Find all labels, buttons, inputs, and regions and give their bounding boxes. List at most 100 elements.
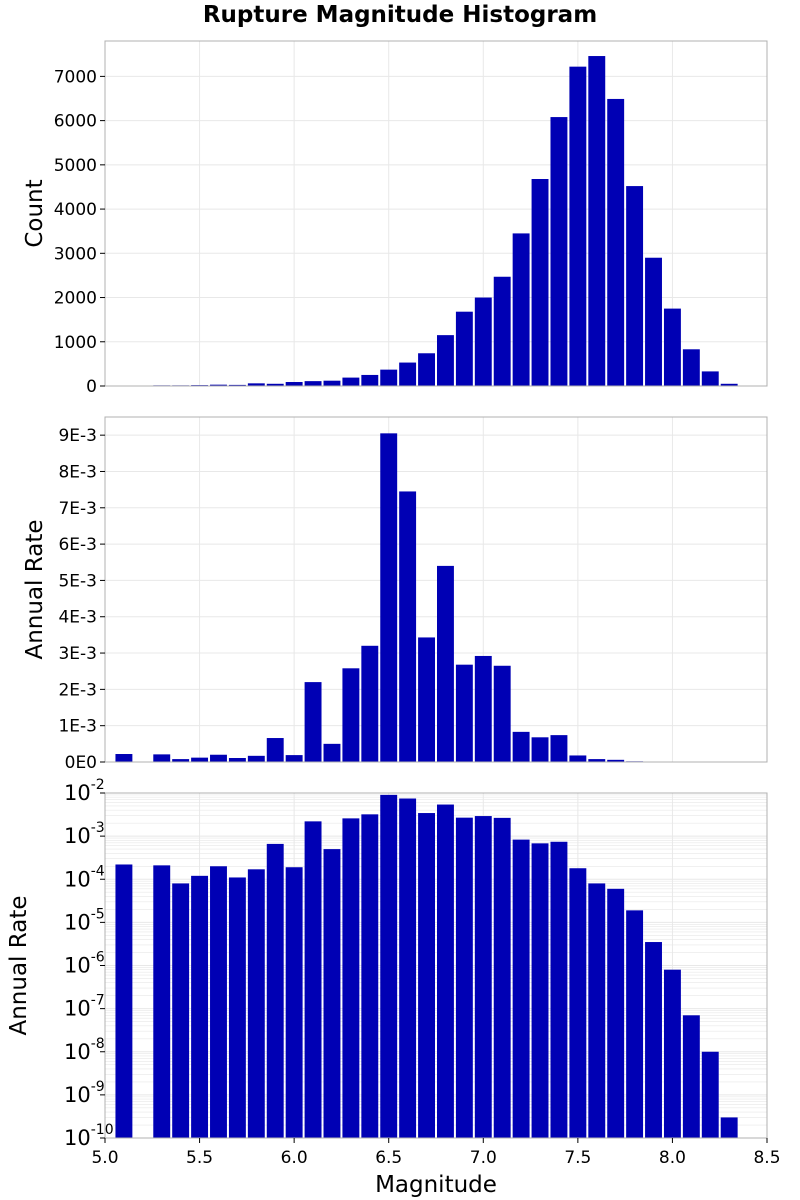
- histogram-bar: [247, 869, 265, 1138]
- histogram-bar: [550, 735, 568, 762]
- x-tick-label: 8.5: [753, 1148, 780, 1168]
- histogram-bar: [493, 665, 511, 762]
- chart-title: Rupture Magnitude Histogram: [202, 2, 598, 28]
- y-tick-label: 3000: [54, 244, 97, 264]
- y-tick-label: 5E-3: [58, 571, 97, 591]
- plot-frame: [104, 40, 768, 387]
- y-tick-labels: 10-10 10-9 10-8 10-7 10-6 10-5 10-4 10-3 10-2: [64, 777, 114, 1150]
- panel-1: 0 1000 2000 3000 4000 5000 6000 7000 Count: [22, 40, 768, 397]
- gridlines: [104, 417, 768, 763]
- histogram-bar: [228, 877, 246, 1138]
- histogram-bar: [418, 813, 435, 1138]
- histogram-bar: [304, 682, 322, 762]
- histogram-bar: [153, 865, 171, 1138]
- bars: [115, 56, 738, 387]
- y-tick-label: 0: [86, 377, 97, 397]
- histogram-bar: [512, 233, 530, 386]
- x-tick-label: 7.5: [564, 1148, 591, 1168]
- x-tick-label: 6.0: [281, 1148, 308, 1168]
- histogram-bar: [323, 743, 341, 762]
- y-tick-label: 6E-3: [58, 535, 97, 555]
- histogram-bar: [115, 864, 133, 1138]
- y-tick-label: 8E-3: [58, 462, 97, 482]
- x-tick-label: 8.0: [659, 1148, 686, 1168]
- y-tick-label: 7E-3: [58, 499, 97, 519]
- x-tick-label: 5.0: [91, 1148, 118, 1168]
- histogram-bar: [493, 276, 511, 386]
- histogram-bar: [418, 353, 435, 386]
- histogram-bar: [569, 66, 587, 387]
- y-tick-label: 10-4: [64, 863, 105, 891]
- histogram-bar: [380, 794, 398, 1138]
- x-tick-label: 5.5: [186, 1148, 213, 1168]
- histogram-bar: [285, 382, 303, 386]
- histogram-bar: [588, 56, 606, 387]
- histogram-bar: [266, 383, 284, 386]
- histogram-bar: [172, 883, 190, 1138]
- y-tick-label: 9E-3: [58, 426, 97, 446]
- histogram-bar: [569, 755, 587, 762]
- histogram-bar: [455, 664, 473, 762]
- histogram-bar: [607, 759, 625, 762]
- histogram-bar: [645, 257, 662, 386]
- histogram-bar: [361, 814, 379, 1138]
- y-tick-label: 2000: [54, 289, 97, 309]
- y-tick-label: 10-3: [64, 820, 105, 848]
- histogram-bar: [588, 759, 606, 762]
- histogram-bar: [493, 817, 511, 1138]
- y-tick-label: 0E0: [65, 753, 97, 773]
- histogram-bar: [228, 384, 246, 386]
- histogram-bar: [474, 816, 492, 1138]
- y-tick-label: 10-8: [64, 1036, 105, 1064]
- histogram-bar: [437, 335, 454, 386]
- histogram-bar: [304, 821, 322, 1138]
- histogram-bar: [437, 804, 454, 1138]
- histogram-bar: [701, 371, 719, 386]
- histogram-bar: [266, 738, 284, 762]
- histogram-bar: [342, 377, 360, 386]
- histogram-bar: [607, 888, 625, 1138]
- histogram-bar: [474, 297, 492, 386]
- y-tick-labels: 0E0 1E-3 2E-3 3E-3 4E-3 5E-3 6E-3 7E-3 8E-3 9E-3: [58, 426, 105, 773]
- y-tick-label: 7000: [54, 67, 97, 87]
- histogram-bar: [701, 1051, 719, 1138]
- histogram-bar: [210, 384, 227, 386]
- bars: [115, 433, 719, 762]
- histogram-bar: [323, 380, 341, 386]
- histogram-bar: [418, 637, 435, 762]
- y-tick-label: 10-7: [64, 993, 105, 1021]
- x-tick-label: 6.5: [375, 1148, 402, 1168]
- histogram-bar: [455, 817, 473, 1138]
- y-tick-label: 1000: [54, 333, 97, 353]
- y-tick-labels: 0 1000 2000 3000 4000 5000 6000 7000: [54, 67, 105, 397]
- y-tick-label: 1E-3: [58, 717, 97, 737]
- histogram-bar: [399, 798, 417, 1138]
- histogram-bar: [437, 565, 454, 762]
- histogram-bar: [210, 754, 227, 762]
- histogram-bar: [210, 866, 227, 1138]
- y-tick-label: 4E-3: [58, 608, 97, 628]
- histogram-bar: [191, 875, 209, 1138]
- y-tick-label: 4000: [54, 200, 97, 220]
- x-tick-labels: 5.0 5.5 6.0 6.5 7.0 7.5 8.0 8.5: [91, 1138, 781, 1168]
- histogram-bar: [531, 843, 549, 1138]
- histogram-bar: [285, 867, 303, 1138]
- histogram-bar: [153, 754, 171, 762]
- histogram-bar: [247, 755, 265, 762]
- histogram-bar: [361, 645, 379, 762]
- histogram-bar: [323, 849, 341, 1138]
- y-axis-label: Annual Rate: [6, 896, 32, 1036]
- histogram-bar: [720, 383, 738, 386]
- x-tick-label: 7.0: [470, 1148, 497, 1168]
- histogram-bar: [266, 843, 284, 1138]
- histogram-bar: [682, 349, 700, 386]
- y-tick-label: 10-10: [64, 1122, 114, 1150]
- histogram-bar: [626, 910, 644, 1138]
- y-axis-label: Annual Rate: [22, 520, 48, 660]
- histogram-bar: [342, 818, 360, 1138]
- histogram-bar: [304, 381, 322, 386]
- panel-2: 0E0 1E-3 2E-3 3E-3 4E-3 5E-3 6E-3 7E-3 8E-3 9E-3 A…: [22, 416, 768, 773]
- y-tick-label: 10-9: [64, 1079, 105, 1107]
- histogram-bar: [380, 369, 398, 386]
